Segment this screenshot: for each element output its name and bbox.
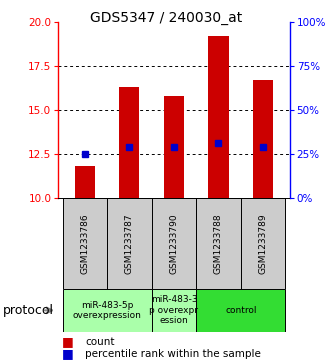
Text: GDS5347 / 240030_at: GDS5347 / 240030_at [90, 11, 243, 25]
Bar [63, 289, 152, 332]
Text: GSM1233790: GSM1233790 [169, 213, 178, 274]
Text: count: count [85, 337, 115, 347]
Bar [152, 289, 196, 332]
Bar [241, 198, 285, 289]
Text: GSM1233788: GSM1233788 [214, 213, 223, 274]
Bar [152, 198, 196, 289]
Bar [120, 87, 140, 198]
Bar [208, 36, 228, 198]
Bar [107, 198, 152, 289]
Text: GSM1233786: GSM1233786 [81, 213, 90, 274]
Bar [75, 166, 95, 198]
Bar [164, 96, 184, 198]
Text: protocol: protocol [3, 304, 54, 317]
Text: ■: ■ [62, 335, 73, 348]
Text: ■: ■ [62, 347, 73, 360]
Bar [63, 198, 107, 289]
Text: miR-483-3
p overexpr
ession: miR-483-3 p overexpr ession [150, 295, 198, 325]
Bar [196, 198, 241, 289]
Bar [196, 289, 285, 332]
Text: percentile rank within the sample: percentile rank within the sample [85, 349, 261, 359]
Text: GSM1233789: GSM1233789 [258, 213, 267, 274]
Text: control: control [225, 306, 256, 315]
Bar [253, 80, 273, 198]
Text: miR-483-5p
overexpression: miR-483-5p overexpression [73, 301, 142, 320]
Text: GSM1233787: GSM1233787 [125, 213, 134, 274]
